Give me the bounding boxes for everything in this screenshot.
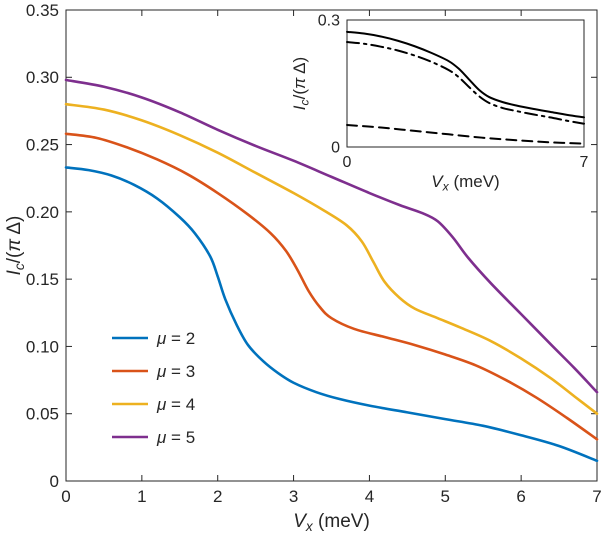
main-y-tick-label: 0.10 bbox=[26, 337, 59, 356]
main-ylabel: Ic/(π Δ) bbox=[4, 216, 27, 276]
inset-ticks: 0 7 0 0.3 bbox=[318, 13, 589, 171]
legend-label-mu-4: μ = 4 bbox=[156, 395, 195, 414]
main-x-tick-label: 1 bbox=[137, 487, 146, 506]
main-y-tick-label: 0.25 bbox=[26, 136, 59, 155]
main-x-tick-label: 5 bbox=[441, 487, 450, 506]
main-xlabel: Vx (meV) bbox=[293, 511, 370, 534]
main-y-tick-label: 0.20 bbox=[26, 203, 59, 222]
inset-y-tick-label: 0.3 bbox=[318, 13, 340, 30]
inset-series-inset-dashed bbox=[346, 123, 585, 145]
main-y-tick-label: 0.35 bbox=[26, 1, 59, 20]
main-axes: 0 1 2 3 4 5 6 700.050.100.150.200.250.300.35Vx … bbox=[4, 1, 602, 534]
inset-ylabel: Ic/(π Δ) bbox=[290, 57, 312, 110]
main-x-tick-label: 6 bbox=[516, 487, 525, 506]
inset-y-tick-label: 0 bbox=[331, 140, 340, 157]
main-series-mu-2 bbox=[64, 166, 599, 463]
main-y-tick-label: 0.30 bbox=[26, 68, 59, 87]
inset-x-tick-label: 7 bbox=[580, 154, 589, 171]
main-x-tick-label: 4 bbox=[365, 487, 374, 506]
inset-series-inset-solid bbox=[346, 30, 585, 119]
main-box bbox=[65, 9, 598, 482]
inset-x-tick-label: 0 bbox=[343, 154, 352, 171]
legend-label-mu-5: μ = 5 bbox=[156, 428, 195, 447]
main-x-tick-label: 7 bbox=[592, 487, 601, 506]
main-x-tick-label: 3 bbox=[289, 487, 298, 506]
inset-series-inset-dashdot bbox=[346, 41, 585, 125]
main-y-tick-label: 0 bbox=[50, 472, 59, 491]
main-series-mu-3 bbox=[64, 132, 599, 441]
main-y-tick-label: 0.15 bbox=[26, 270, 59, 289]
inset-xlabel: Vx (meV) bbox=[431, 172, 499, 194]
legend: μ = 2 μ = 3 μ = 4 μ = 5 bbox=[112, 329, 195, 447]
legend-label-mu-2: μ = 2 bbox=[156, 329, 195, 348]
inset-box bbox=[346, 19, 585, 148]
main-y-tick-label: 0.05 bbox=[26, 405, 59, 424]
main-ticks: 0 1 2 3 4 5 6 700.050.100.150.200.250.300.35 bbox=[26, 1, 602, 506]
main-series-mu-4 bbox=[64, 102, 599, 416]
legend-label-mu-3: μ = 3 bbox=[156, 362, 195, 381]
main-series-mu-5 bbox=[64, 78, 599, 394]
main-x-tick-label: 0 bbox=[61, 487, 70, 506]
inset-axes: 0 7 0 0.3 Vx (meV) Ic/(π Δ) bbox=[290, 13, 589, 194]
main-x-tick-label: 2 bbox=[213, 487, 222, 506]
